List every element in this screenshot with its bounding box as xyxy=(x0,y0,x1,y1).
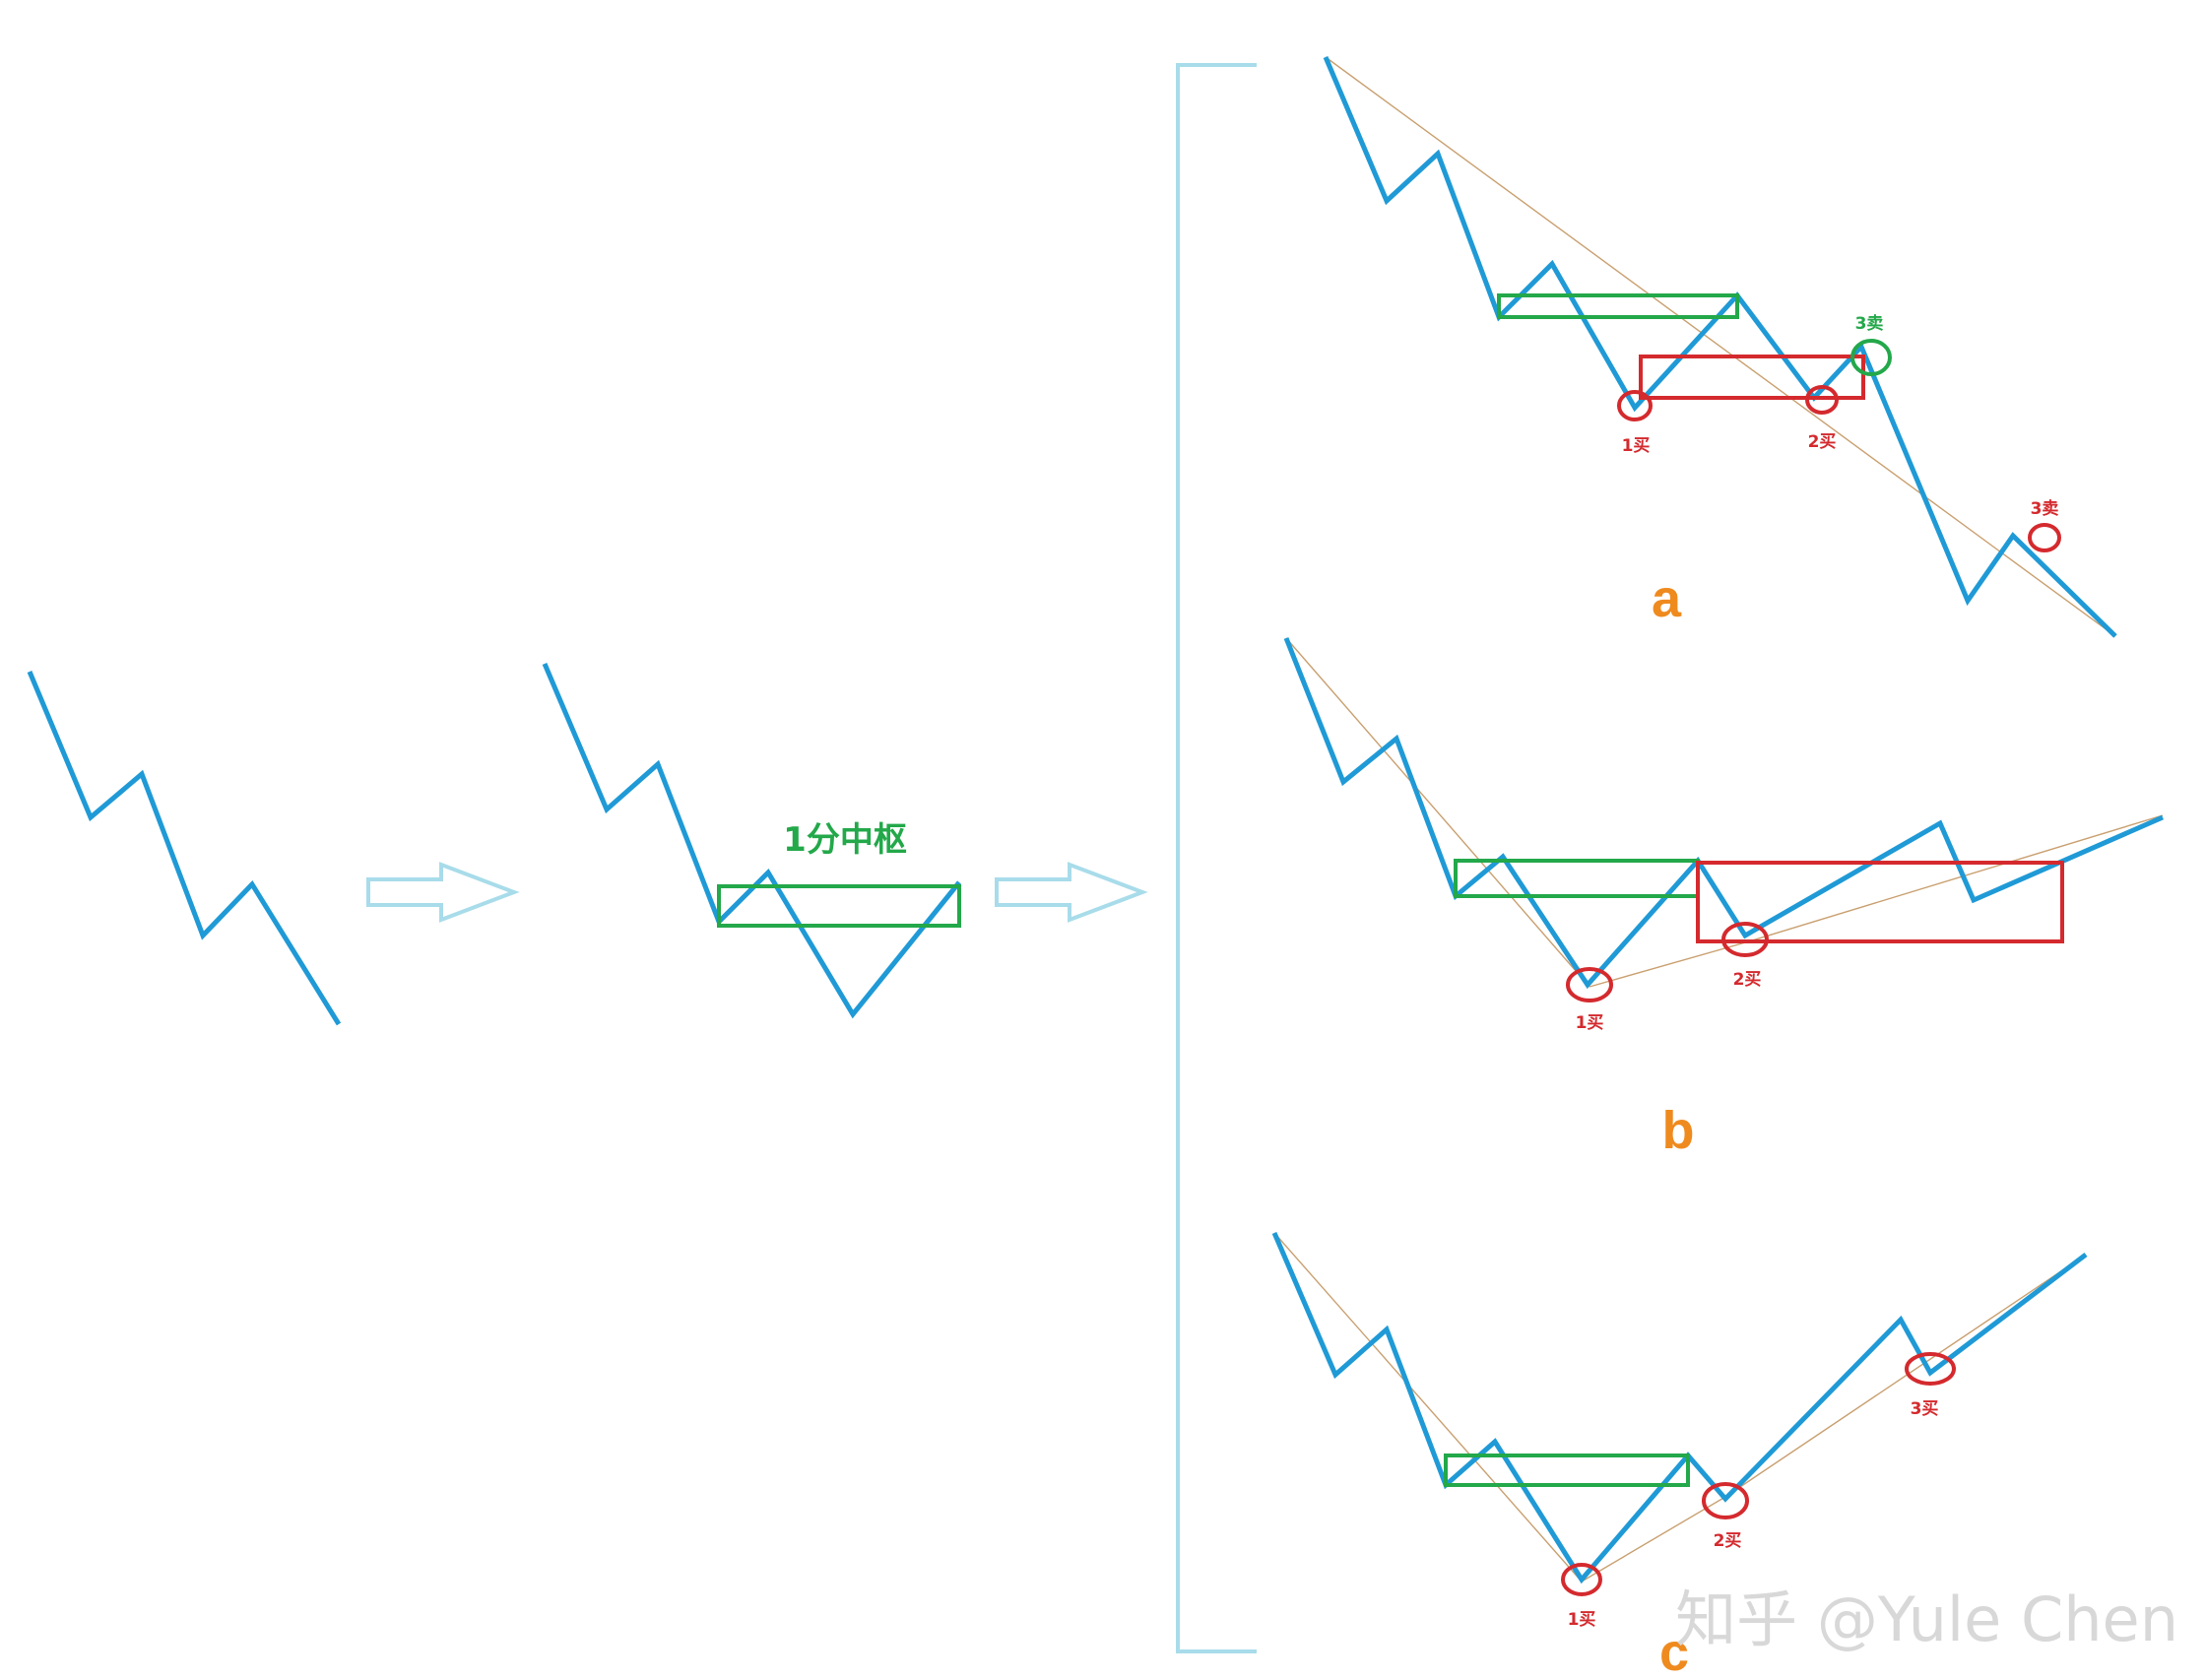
panel-a: 1买 2买 3卖 3卖 a xyxy=(1323,56,2117,638)
first-buy-tag: 1买 xyxy=(1622,436,1651,456)
third-sell-tag: 3卖 xyxy=(1855,313,1884,334)
trend-line xyxy=(1325,56,2116,637)
trend-line xyxy=(1273,1232,1583,1583)
second-buy-tag: 2买 xyxy=(1808,432,1837,452)
panel-a-letter: a xyxy=(1652,569,1682,628)
first-buy-circle xyxy=(1561,1563,1602,1596)
second-box xyxy=(1696,861,2064,943)
first-buy-circle xyxy=(1617,390,1653,421)
right-arrow-icon xyxy=(995,862,1148,923)
step2-hub: 1分中枢 xyxy=(542,663,961,1019)
second-buy-tag: 2买 xyxy=(1733,970,1762,990)
second-buy-circle xyxy=(1702,1482,1749,1519)
hub-1min-label: 1分中枢 xyxy=(783,820,907,860)
panel-c-wave xyxy=(1271,1232,2088,1584)
first-buy-tag: 1买 xyxy=(1576,1013,1604,1033)
right-arrow-icon xyxy=(366,862,520,923)
third-sell-tag-lower: 3卖 xyxy=(2031,498,2059,519)
step1-wave xyxy=(27,671,342,1026)
step1-downtrend xyxy=(27,671,342,1026)
second-buy-tag: 2买 xyxy=(1714,1531,1742,1551)
watermark: 知乎 @Yule Chen xyxy=(1675,1583,2178,1655)
third-buy-tag: 3买 xyxy=(1911,1399,1939,1419)
second-box xyxy=(1639,355,1865,400)
trend-line xyxy=(1285,637,1590,988)
third-buy-circle xyxy=(1905,1352,1956,1386)
first-buy-tag: 1买 xyxy=(1568,1610,1596,1630)
hub-1min-box xyxy=(717,884,961,928)
first-buy-circle xyxy=(1566,967,1613,1002)
trend-line xyxy=(1581,1254,2087,1583)
outcome-bracket xyxy=(1176,63,1257,1653)
panel-b-letter: b xyxy=(1662,1101,1695,1160)
trend-line xyxy=(1589,814,2164,988)
second-buy-circle xyxy=(1805,385,1839,415)
panel-c: 1买 2买 3买 c xyxy=(1271,1232,2088,1680)
panel-c-letter: c xyxy=(1659,1623,1689,1680)
third-sell-circle-lower xyxy=(2028,523,2061,552)
third-sell-circle xyxy=(1850,339,1892,376)
panel-b: 1买 2买 b xyxy=(1283,637,2165,1160)
panel-b-wave xyxy=(1283,637,2165,990)
panel-a-wave xyxy=(1323,56,2117,638)
center-box xyxy=(1444,1454,1690,1487)
center-box xyxy=(1497,293,1739,319)
second-buy-circle xyxy=(1721,922,1769,957)
